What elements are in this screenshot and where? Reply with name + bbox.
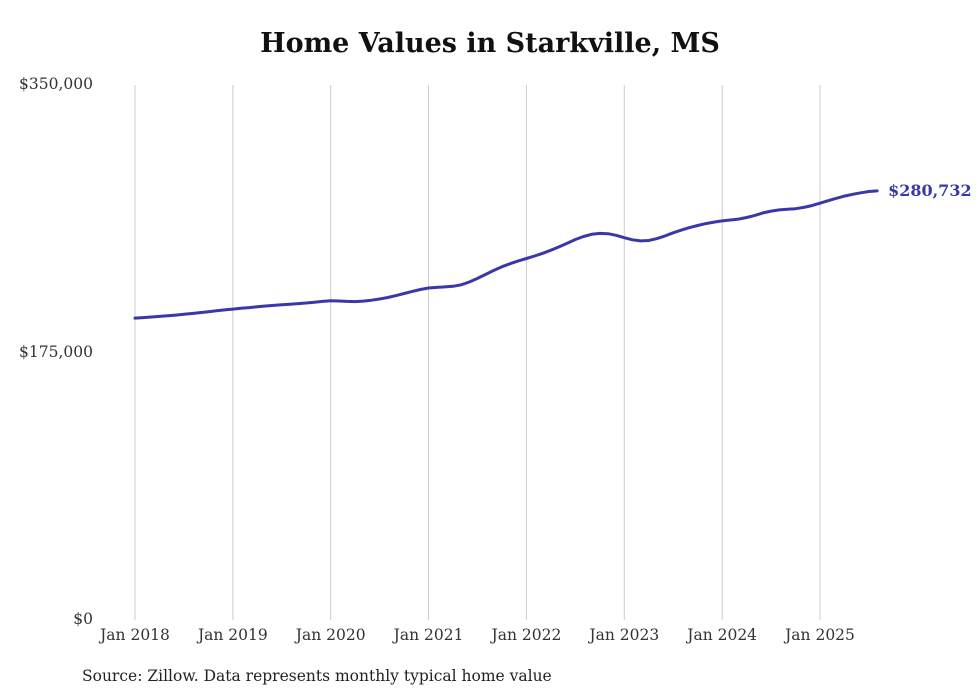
y-tick-label: $0: [73, 610, 93, 628]
x-tick-label: Jan 2023: [589, 626, 660, 644]
source-note: Source: Zillow. Data represents monthly …: [82, 667, 552, 685]
gridlines: [134, 85, 821, 620]
value-line: [133, 189, 879, 320]
x-tick-label: Jan 2018: [100, 626, 170, 644]
y-tick-label: $350,000: [19, 75, 93, 93]
x-tick-label: Jan 2021: [393, 626, 464, 644]
x-tick-label: Jan 2022: [491, 626, 562, 644]
y-tick-label: $175,000: [19, 342, 93, 361]
x-tick-label: Jan 2024: [687, 626, 758, 644]
chart-title: Home Values in Starkville, MS: [260, 28, 720, 59]
end-value-label: $280,732: [888, 180, 972, 200]
x-tick-label: Jan 2025: [785, 626, 855, 644]
x-tick-label: Jan 2019: [197, 626, 268, 644]
x-tick-label: Jan 2020: [295, 626, 366, 644]
